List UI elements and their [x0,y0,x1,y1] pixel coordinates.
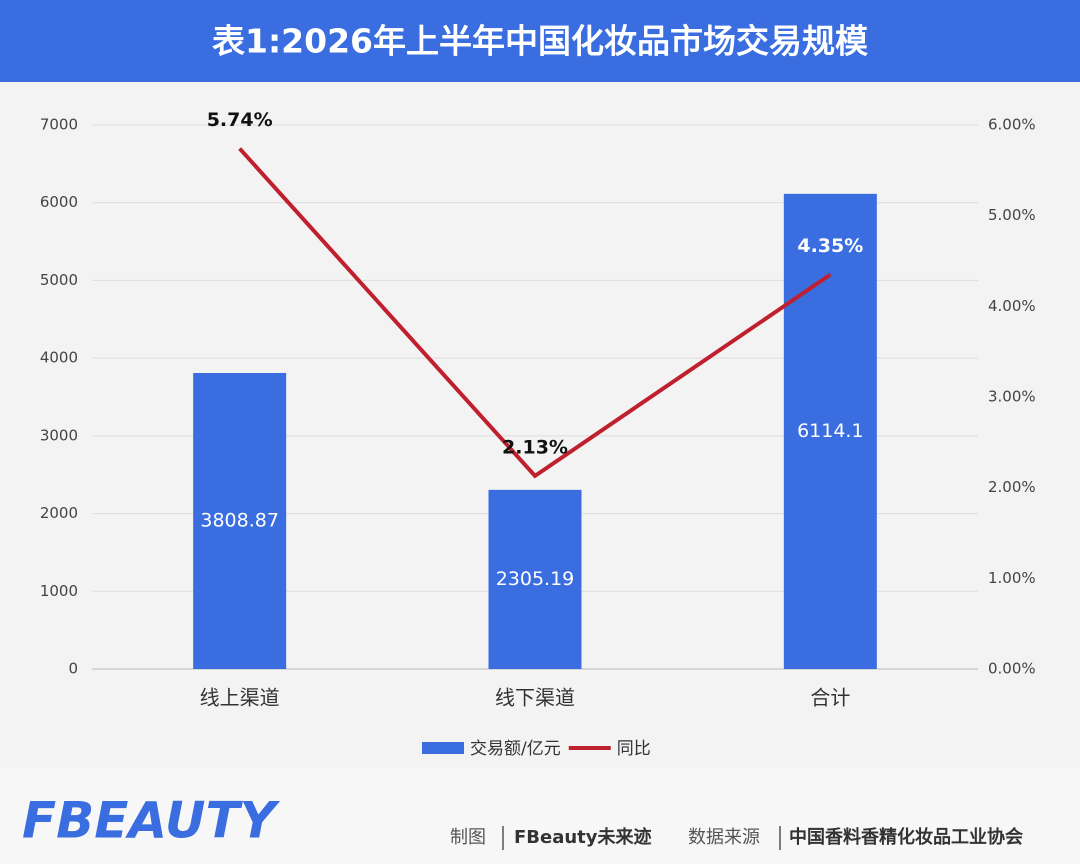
made-by: FBeauty未来迹 [514,826,652,848]
bar-label: 2305.19 [496,568,575,590]
footer-band [0,768,1080,864]
made-by-label: 制图 [450,827,486,848]
y2-tick-label: 6.00% [988,116,1036,134]
y2-tick-label: 1.00% [988,569,1036,587]
title-bar [0,0,1080,82]
line-label: 2.13% [502,436,568,458]
legend-swatch [422,742,464,754]
bar-label: 6114.1 [797,420,863,442]
y2-tick-label: 2.00% [988,478,1036,496]
y-tick-label: 6000 [40,193,78,211]
y-tick-label: 1000 [40,582,78,600]
x-tick-label: 线上渠道 [200,686,280,710]
bar [783,193,877,669]
bar [193,372,287,669]
bar [488,489,582,669]
y-tick-label: 2000 [40,504,78,522]
y2-tick-label: 4.00% [988,297,1036,315]
y-tick-label: 3000 [40,426,78,444]
y-tick-label: 0 [68,660,78,678]
y-tick-label: 5000 [40,271,78,289]
source-label: 数据来源 [688,827,760,848]
line-label: 4.35% [797,235,863,257]
x-tick-label: 合计 [810,686,850,710]
y2-tick-label: 3.00% [988,388,1036,406]
line [238,147,832,479]
line-label: 5.74% [207,109,273,131]
y-tick-label: 4000 [40,349,78,367]
y2-tick-label: 0.00% [988,660,1036,678]
logo: FBEAUTY [22,792,281,850]
source: 中国香料香精化妆品工业协会 [789,826,1023,848]
y-tick-label: 7000 [40,116,78,134]
legend-label: 同比 [617,739,651,759]
chart-title: 表1:2026年上半年中国化妆品市场交易规模 [212,22,869,61]
x-tick-label: 线下渠道 [495,686,575,710]
y2-tick-label: 5.00% [988,206,1036,224]
bar-label: 3808.87 [200,509,279,531]
legend-label: 交易额/亿元 [470,739,561,759]
